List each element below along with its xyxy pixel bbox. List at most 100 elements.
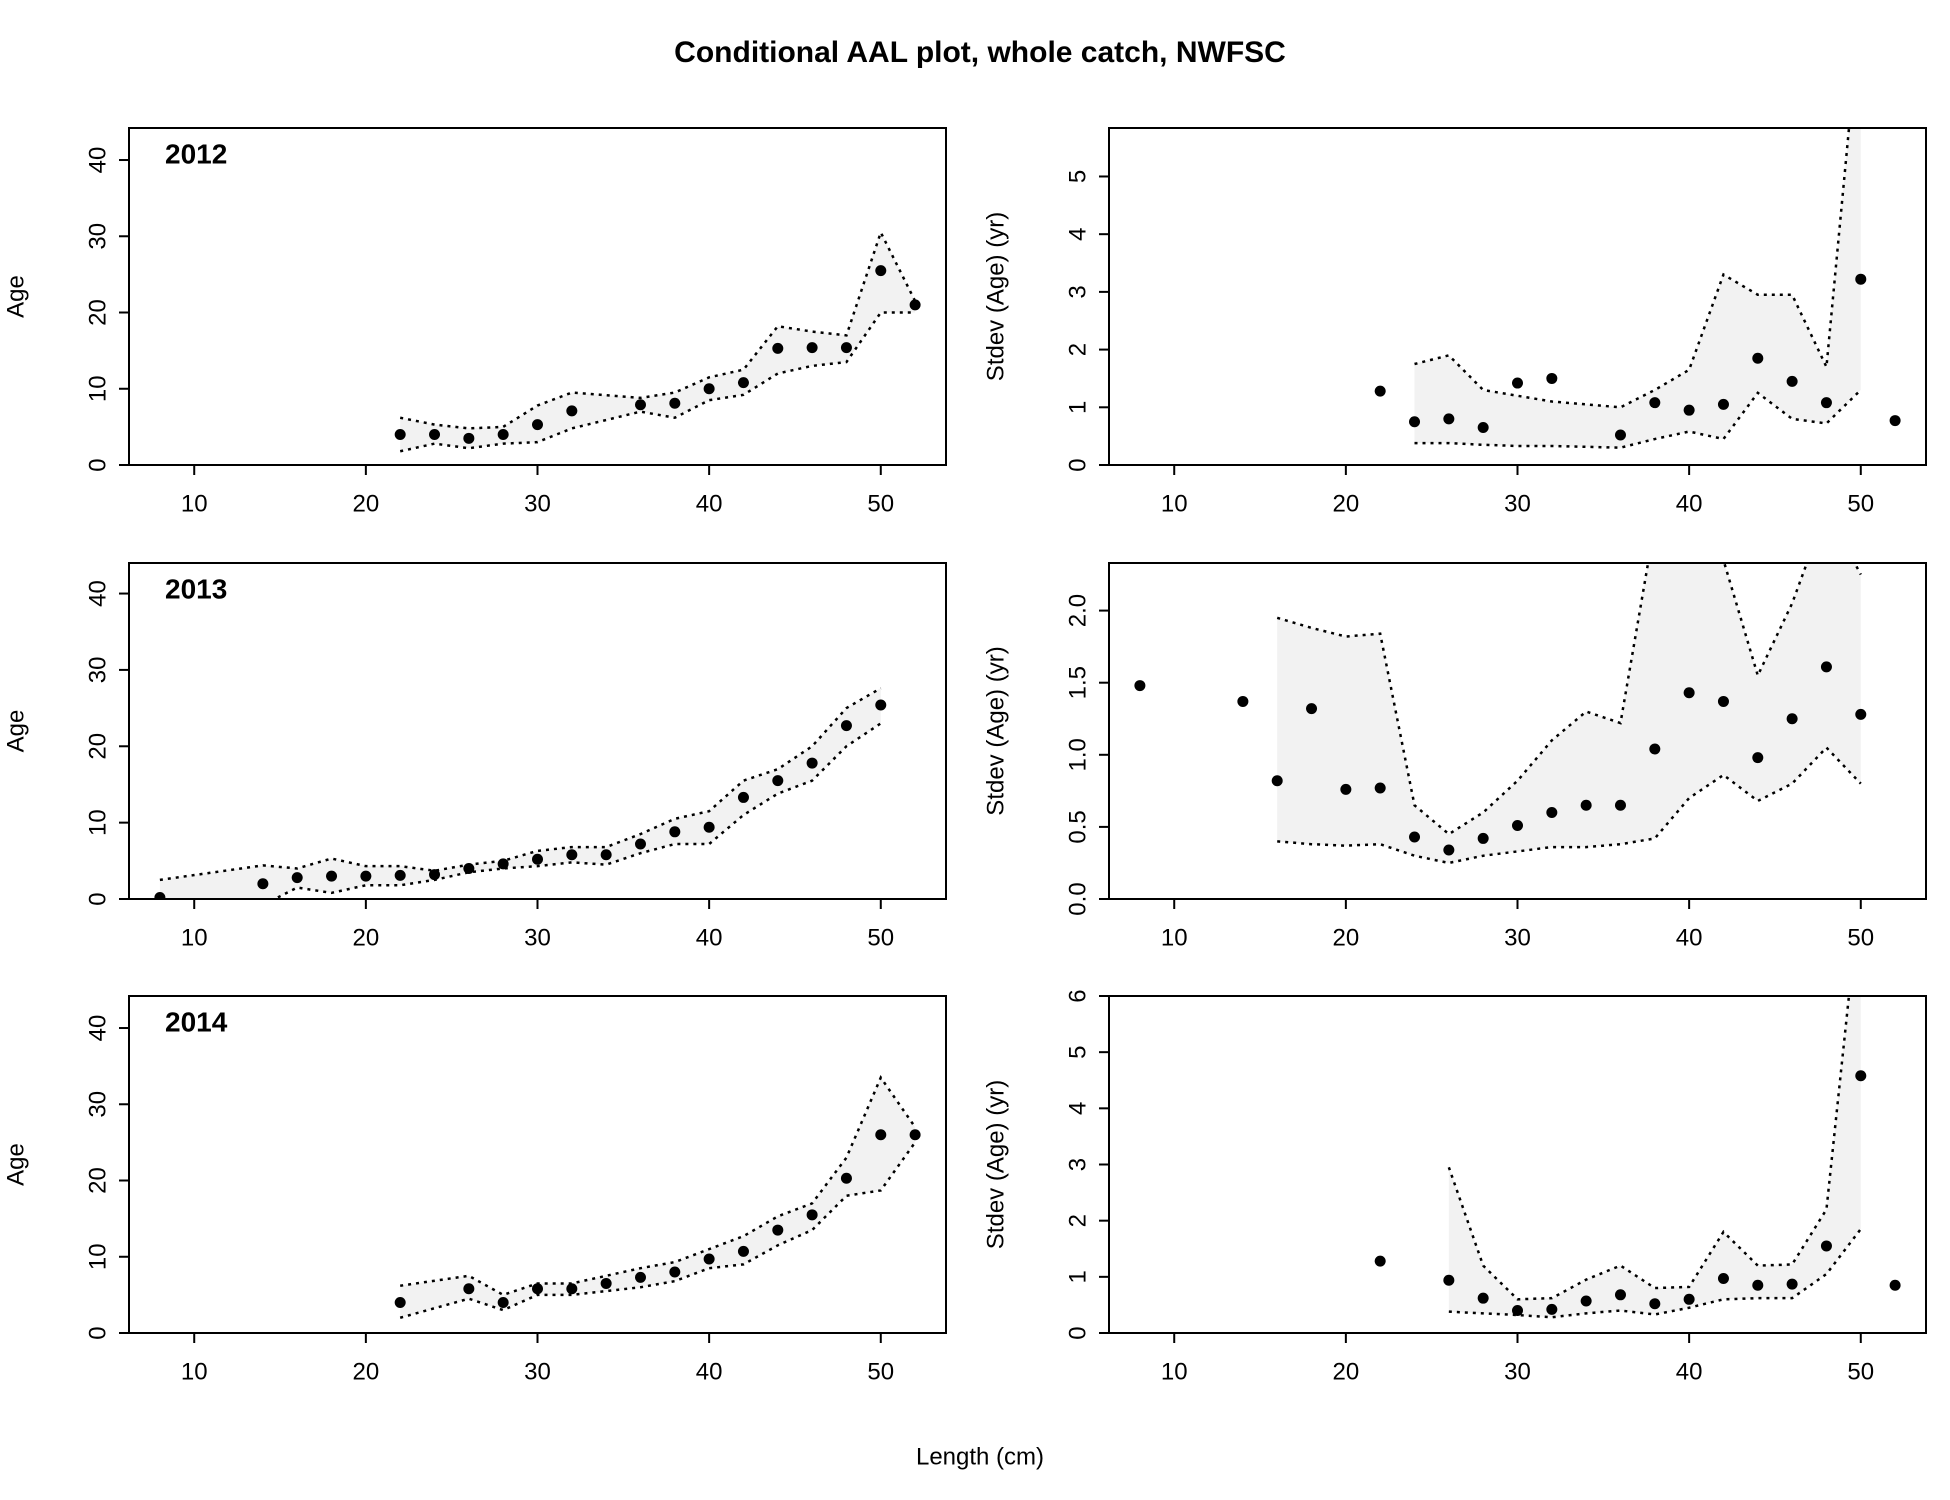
y-tick-label: 3 bbox=[1064, 1158, 1091, 1171]
data-point bbox=[1374, 782, 1386, 794]
data-point bbox=[669, 826, 681, 838]
data-point bbox=[1717, 695, 1729, 707]
plot-area bbox=[154, 687, 887, 899]
data-point bbox=[1546, 1303, 1558, 1315]
data-point bbox=[840, 1172, 852, 1184]
data-point bbox=[429, 869, 441, 881]
data-point bbox=[1374, 1255, 1386, 1267]
y-tick-label: 1.0 bbox=[1064, 738, 1091, 771]
data-point bbox=[1889, 415, 1901, 427]
x-tick-label: 10 bbox=[181, 490, 208, 517]
x-tick-label: 50 bbox=[1847, 1358, 1874, 1385]
x-tick-label: 40 bbox=[696, 490, 723, 517]
data-point bbox=[634, 838, 646, 850]
x-tick-label: 10 bbox=[1161, 490, 1188, 517]
x-tick-label: 50 bbox=[867, 490, 894, 517]
data-point bbox=[394, 1297, 406, 1309]
data-point bbox=[532, 419, 543, 431]
band-fill bbox=[159, 688, 881, 899]
data-point bbox=[703, 821, 715, 833]
y-tick-label: 2 bbox=[1064, 343, 1091, 356]
data-point bbox=[463, 1283, 475, 1295]
y-tick-label: 0 bbox=[84, 458, 111, 471]
y-tick-label: 20 bbox=[84, 733, 111, 760]
data-point bbox=[566, 849, 578, 861]
y-tick-label: 4 bbox=[1064, 1102, 1091, 1115]
data-point bbox=[634, 399, 646, 411]
data-point bbox=[532, 1283, 543, 1295]
data-point bbox=[772, 342, 784, 354]
y-tick-label: 40 bbox=[84, 1015, 111, 1042]
band-fill bbox=[1448, 996, 1861, 1318]
x-tick-label: 40 bbox=[1676, 924, 1703, 951]
data-point bbox=[1443, 1274, 1455, 1286]
data-point bbox=[737, 791, 749, 803]
band-upper-line bbox=[399, 229, 917, 430]
data-point bbox=[1580, 799, 1592, 811]
data-point bbox=[291, 872, 303, 884]
data-point bbox=[532, 853, 543, 865]
data-point bbox=[1889, 1279, 1901, 1291]
data-point bbox=[497, 1297, 509, 1309]
data-point bbox=[875, 1129, 887, 1141]
data-point bbox=[566, 405, 578, 417]
plot-area bbox=[1374, 996, 1901, 1319]
data-point bbox=[1443, 413, 1455, 425]
x-tick-label: 40 bbox=[696, 924, 723, 951]
data-point bbox=[1374, 385, 1386, 397]
data-point bbox=[1477, 1292, 1489, 1304]
y-axis-label: Stdev (Age) (yr) bbox=[982, 1080, 1009, 1249]
y-tick-label: 30 bbox=[84, 1091, 111, 1118]
data-point bbox=[1614, 429, 1626, 441]
band-upper-line bbox=[400, 1075, 917, 1297]
data-point bbox=[1477, 832, 1489, 844]
data-point bbox=[497, 858, 509, 870]
data-point bbox=[806, 1209, 818, 1221]
x-tick-label: 10 bbox=[181, 924, 208, 951]
data-point bbox=[1409, 831, 1421, 843]
y-tick-label: 5 bbox=[1064, 170, 1091, 183]
data-point bbox=[1752, 1279, 1764, 1291]
y-tick-label: 30 bbox=[84, 657, 111, 684]
band-fill bbox=[1277, 563, 1861, 863]
x-tick-label: 40 bbox=[1676, 1358, 1703, 1385]
figure-title: Conditional AAL plot, whole catch, NWFSC bbox=[674, 36, 1286, 69]
x-tick-label: 30 bbox=[1504, 490, 1531, 517]
data-point bbox=[1477, 421, 1489, 433]
data-point bbox=[1271, 775, 1283, 787]
data-point bbox=[840, 720, 852, 732]
x-tick-label: 50 bbox=[1847, 924, 1874, 951]
y-tick-label: 5 bbox=[1064, 1045, 1091, 1058]
data-point bbox=[1546, 806, 1558, 818]
data-point bbox=[1683, 1293, 1695, 1305]
data-point bbox=[463, 862, 475, 874]
data-point bbox=[1614, 1289, 1626, 1301]
data-point bbox=[1237, 695, 1249, 707]
band-fill bbox=[1414, 128, 1861, 448]
data-point bbox=[1409, 416, 1421, 428]
data-point bbox=[669, 1266, 681, 1278]
y-tick-label: 0.5 bbox=[1064, 810, 1091, 843]
data-point bbox=[1717, 1273, 1729, 1285]
data-point bbox=[634, 1271, 646, 1283]
plot-area bbox=[394, 1075, 921, 1319]
x-tick-label: 20 bbox=[1333, 924, 1360, 951]
data-point bbox=[806, 757, 818, 769]
y-tick-label: 0.0 bbox=[1064, 882, 1091, 915]
data-point bbox=[909, 1129, 921, 1141]
y-tick-label: 10 bbox=[84, 1243, 111, 1270]
data-point bbox=[1512, 377, 1523, 389]
x-tick-label: 30 bbox=[524, 1358, 551, 1385]
data-point bbox=[429, 429, 441, 441]
y-tick-label: 1.5 bbox=[1064, 666, 1091, 699]
data-point bbox=[1855, 273, 1867, 285]
data-point bbox=[737, 1245, 749, 1257]
y-axis-label: Stdev (Age) (yr) bbox=[982, 646, 1009, 815]
data-point bbox=[772, 1224, 784, 1236]
data-point bbox=[669, 397, 681, 409]
data-point bbox=[257, 878, 269, 890]
y-axis-label: Age bbox=[2, 275, 29, 318]
data-point bbox=[1786, 1278, 1798, 1290]
data-point bbox=[566, 1283, 578, 1295]
y-tick-label: 0 bbox=[84, 892, 111, 905]
